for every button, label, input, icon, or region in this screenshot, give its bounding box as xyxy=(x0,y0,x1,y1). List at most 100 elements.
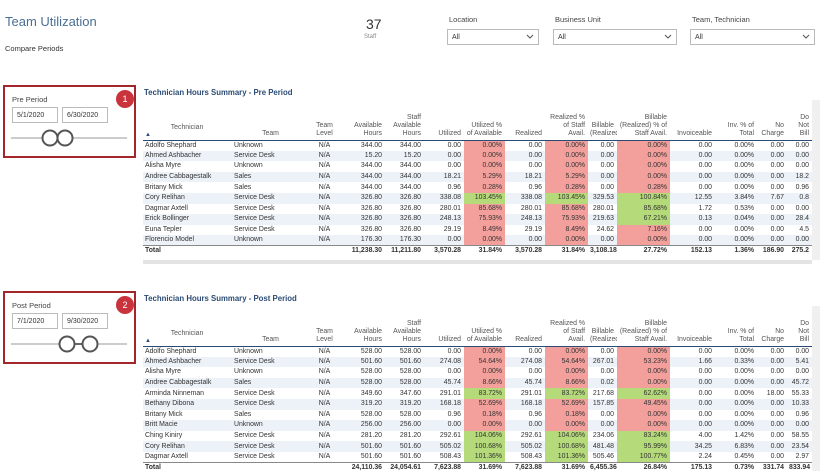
cell: 100.84% xyxy=(617,193,670,204)
cell: 0.00% xyxy=(617,367,670,378)
column-header[interactable]: Invoiceable xyxy=(670,306,715,346)
cell: 85.68% xyxy=(617,204,670,215)
cell: 326.80 xyxy=(340,193,385,204)
column-header[interactable]: Team xyxy=(232,306,310,346)
column-header[interactable]: Do Not Bill xyxy=(787,100,812,140)
staff-label: Staff xyxy=(364,34,376,40)
column-header[interactable]: Billable (Realized) xyxy=(588,100,617,140)
cell: 0.96 xyxy=(424,182,464,193)
cell: 326.80 xyxy=(385,204,424,215)
cell: 528.00 xyxy=(340,410,385,421)
h-scrollbar[interactable] xyxy=(143,260,812,264)
column-header[interactable]: Team xyxy=(232,100,310,140)
filter-dropdown[interactable]: All xyxy=(553,29,677,45)
column-header[interactable]: Utilized % of Available xyxy=(464,100,505,140)
cell: 0.00% xyxy=(545,420,588,431)
data-row: Adolfo ShephardUnknownN/A344.00344.000.0… xyxy=(143,140,812,151)
filter-dropdown[interactable]: All xyxy=(690,29,815,45)
column-header[interactable]: Staff Available Hours xyxy=(385,306,424,346)
cell: N/A xyxy=(310,235,340,246)
data-row: Britany MickSalesN/A528.00528.000.960.18… xyxy=(143,410,812,421)
cell: 326.80 xyxy=(340,225,385,236)
total-cell: 3,570.28 xyxy=(505,246,545,257)
start-date[interactable]: 7/1/2020 xyxy=(12,313,58,329)
cell: 349.60 xyxy=(340,388,385,399)
cell: 528.00 xyxy=(385,346,424,357)
cell: 4.00 xyxy=(670,431,715,442)
cell: Britany Mick xyxy=(143,410,232,421)
column-header[interactable]: Realized xyxy=(505,306,545,346)
cell: N/A xyxy=(310,151,340,162)
date-slider[interactable] xyxy=(5,331,134,361)
end-date[interactable]: 6/30/2020 xyxy=(62,107,108,123)
cell: Cory Relihan xyxy=(143,193,232,204)
cell: 8.49% xyxy=(545,225,588,236)
column-header[interactable]: Utilized xyxy=(424,100,464,140)
cell: 0.00 xyxy=(424,151,464,162)
end-date[interactable]: 9/30/2020 xyxy=(62,313,108,329)
column-header[interactable]: Technician▲ xyxy=(143,100,232,140)
column-header[interactable]: Available Hours xyxy=(340,306,385,346)
column-header[interactable]: Available Hours xyxy=(340,100,385,140)
column-header[interactable]: Billable (Realized) % of Staff Avail. xyxy=(617,100,670,140)
cell: 344.00 xyxy=(385,172,424,183)
column-header[interactable]: Team Level xyxy=(310,306,340,346)
cell: Service Desk xyxy=(232,399,310,410)
cell: 0.00 xyxy=(670,367,715,378)
total-row: Total11,238.3011,211.803,570.2831.84%3,5… xyxy=(143,246,812,257)
cell: 85.68% xyxy=(545,204,588,215)
column-header[interactable]: No Charge xyxy=(757,306,787,346)
column-header[interactable]: Technician▲ xyxy=(143,306,232,346)
cell: 248.13 xyxy=(424,214,464,225)
column-header[interactable]: Billable (Realized) % of Staff Avail. xyxy=(617,306,670,346)
cell: 501.60 xyxy=(385,357,424,368)
cell: 0.00% xyxy=(617,410,670,421)
cell: 505.02 xyxy=(505,441,545,452)
cell: 0.00% xyxy=(545,346,588,357)
column-header[interactable]: Utilized xyxy=(424,306,464,346)
column-header[interactable]: Realized % of Staff Avail. xyxy=(545,100,588,140)
column-header[interactable]: Realized xyxy=(505,100,545,140)
cell: 0.00% xyxy=(617,151,670,162)
start-date[interactable]: 5/1/2020 xyxy=(12,107,58,123)
cell: 0.00 xyxy=(757,182,787,193)
compare-link[interactable]: Compare Periods xyxy=(5,44,63,53)
data-row: Florencio ModelUnknownN/A176.30176.300.0… xyxy=(143,235,812,246)
cell: 0.28% xyxy=(545,182,588,193)
column-header[interactable]: Team Level xyxy=(310,100,340,140)
column-header[interactable]: Invoiceable xyxy=(670,100,715,140)
column-header[interactable]: Inv. % of Total xyxy=(715,306,757,346)
column-header[interactable]: Do Not Bill xyxy=(787,306,812,346)
cell: 0.00 xyxy=(588,182,617,193)
cell: 52.69% xyxy=(545,399,588,410)
cell: 291.01 xyxy=(424,388,464,399)
cell: 0.00% xyxy=(715,388,757,399)
cell: 23.54 xyxy=(787,441,812,452)
cell: Unknown xyxy=(232,235,310,246)
cell: 267.01 xyxy=(588,357,617,368)
column-header[interactable]: Billable (Realized) xyxy=(588,306,617,346)
column-header[interactable]: Inv. % of Total xyxy=(715,100,757,140)
data-row: Alisha MyreUnknownN/A528.00528.000.000.0… xyxy=(143,367,812,378)
cell: 83.72% xyxy=(545,388,588,399)
scrollbar[interactable] xyxy=(812,100,820,260)
total-row: Total24,110.3624,054.617,623.8831.69%7,6… xyxy=(143,463,812,473)
cell: 0.00 xyxy=(588,235,617,246)
sort-indicator: ▲ xyxy=(145,132,229,138)
cell: 4.5 xyxy=(787,225,812,236)
data-row: Andree CabbagestalkSalesN/A344.00344.001… xyxy=(143,172,812,183)
cell: 0.00% xyxy=(715,161,757,172)
cell: 0.00% xyxy=(617,140,670,151)
column-header[interactable]: Utilized % of Available xyxy=(464,306,505,346)
cell: 24.62 xyxy=(588,225,617,236)
column-header[interactable]: Realized % of Staff Avail. xyxy=(545,306,588,346)
cell: 83.24% xyxy=(617,431,670,442)
cell: 0.00 xyxy=(757,172,787,183)
filter-label: Team, Technician xyxy=(692,15,750,24)
scrollbar[interactable] xyxy=(812,306,820,471)
cell: 217.68 xyxy=(588,388,617,399)
column-header[interactable]: Staff Available Hours xyxy=(385,100,424,140)
filter-dropdown[interactable]: All xyxy=(447,29,539,45)
column-header[interactable]: No Charge xyxy=(757,100,787,140)
date-slider[interactable] xyxy=(5,125,134,155)
